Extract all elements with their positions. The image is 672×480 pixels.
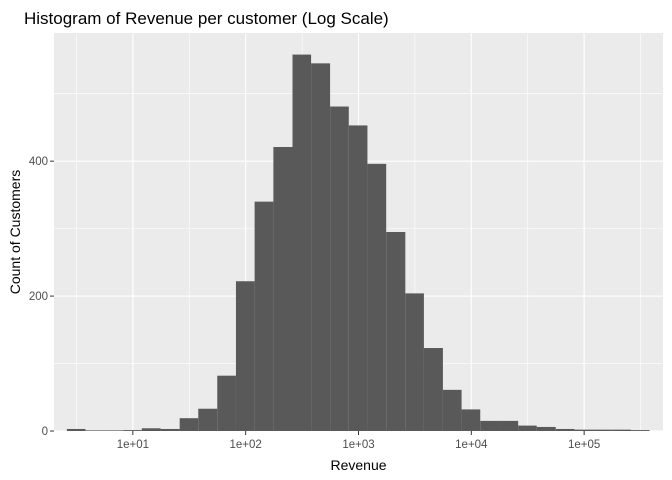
- histogram-bar: [461, 409, 481, 431]
- histogram-bar: [574, 429, 594, 431]
- histogram-bar: [85, 430, 105, 431]
- histogram-bar: [254, 201, 274, 431]
- y-axis-title: Count of Customers: [7, 170, 23, 295]
- histogram-bar: [499, 420, 519, 431]
- histogram-bar: [480, 420, 500, 431]
- x-tick-label: 1e+02: [230, 439, 262, 451]
- histogram-bar: [235, 281, 255, 431]
- x-axis-title: Revenue: [330, 457, 386, 473]
- x-tick-label: 1e+04: [455, 439, 488, 451]
- histogram-bar: [442, 389, 462, 431]
- histogram-bar: [123, 430, 142, 431]
- histogram-bars: [66, 54, 650, 432]
- histogram-bar: [311, 63, 331, 432]
- histogram-bar: [330, 106, 349, 432]
- histogram-bar: [555, 428, 575, 431]
- y-tick-label: 400: [29, 156, 48, 168]
- histogram-bar: [630, 430, 650, 431]
- histogram-bar: [611, 429, 631, 431]
- histogram-bar: [217, 375, 236, 431]
- histogram-bar: [348, 125, 368, 432]
- x-axis: 1e+01 1e+02 1e+03 1e+04 1e+05: [117, 431, 600, 451]
- histogram-bar: [198, 408, 218, 431]
- histogram-bar: [292, 54, 312, 432]
- y-tick-label: 0: [42, 426, 48, 438]
- histogram-bar: [160, 428, 180, 431]
- histogram-bar: [386, 232, 406, 431]
- histogram-bar: [104, 430, 124, 431]
- histogram-bar: [179, 418, 199, 431]
- histogram-bar: [593, 429, 612, 431]
- histogram-bar: [273, 147, 293, 431]
- histogram-bar: [405, 293, 424, 431]
- y-tick-label: 200: [29, 291, 48, 303]
- histogram-bar: [367, 163, 387, 431]
- x-tick-label: 1e+01: [117, 439, 149, 451]
- histogram-bar: [423, 348, 443, 431]
- x-tick-label: 1e+03: [342, 439, 374, 451]
- histogram-bar: [66, 428, 86, 431]
- chart-title: Histogram of Revenue per customer (Log S…: [24, 9, 389, 28]
- y-axis: 0 200 400: [29, 156, 54, 438]
- histogram-bar: [536, 426, 556, 431]
- x-tick-label: 1e+05: [568, 439, 600, 451]
- histogram-bar: [141, 428, 161, 431]
- histogram-bar: [518, 425, 537, 431]
